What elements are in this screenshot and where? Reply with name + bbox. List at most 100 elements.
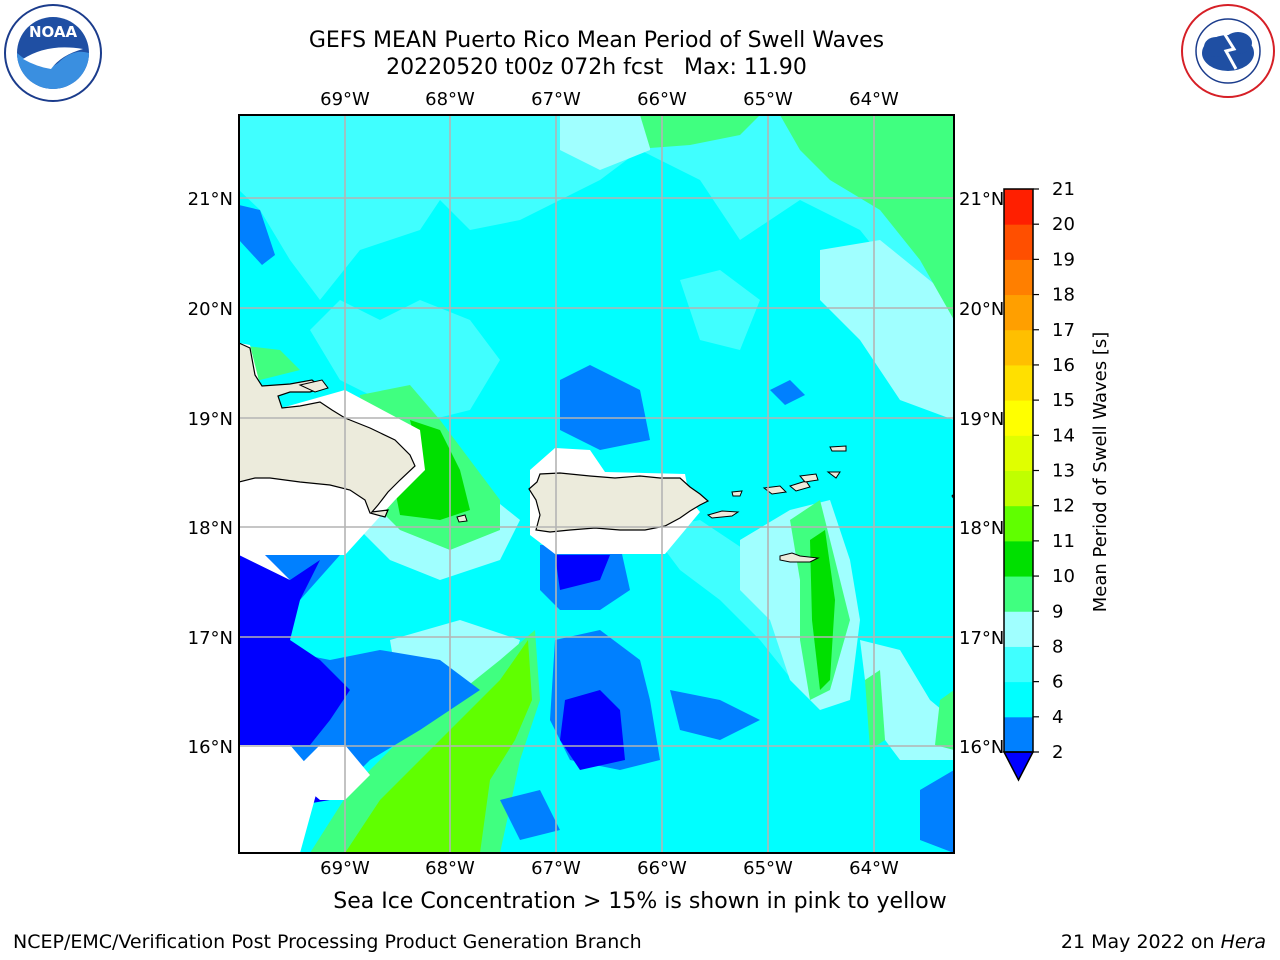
lon-label-top-68w: 68°W [425, 89, 475, 110]
lat-label-right-16n: 16°N [959, 737, 1004, 758]
field-6-8-mid [680, 270, 760, 350]
colorbar-segment [1004, 294, 1033, 331]
land-anegada [829, 445, 847, 452]
lat-label-left-17n: 17°N [188, 628, 233, 649]
colorbar-tick-label: 14 [1052, 425, 1075, 446]
colorbar-tick-label: 6 [1052, 672, 1063, 693]
noaa-logo-icon: NOAA [4, 4, 102, 102]
field-2-4-patch [770, 380, 805, 405]
colorbar-segment [1004, 400, 1033, 436]
field-9-10-east-edge [935, 690, 954, 750]
colorbar-segment [1004, 364, 1033, 401]
field-lt2-pr-south [555, 555, 610, 590]
land-st-croix [779, 552, 820, 563]
field-8-9-northeast [820, 240, 954, 420]
field-2-4-se [920, 770, 954, 853]
lat-label-right-20n: 20°N [959, 299, 1004, 320]
field-2-4-mid-south [670, 690, 760, 740]
field-10-11-mona [395, 420, 470, 520]
lat-label-right-18n: 18°N [959, 518, 1004, 539]
lat-label-left-20n: 20°N [188, 299, 233, 320]
colorbar-label: Mean Period of Swell Waves [s] [1090, 332, 1111, 613]
colorbar-tick-label: 8 [1052, 636, 1063, 657]
colorbar-segment [1004, 189, 1033, 225]
title-line-1: GEFS MEAN Puerto Rico Mean Period of Swe… [308, 28, 885, 53]
colorbar-tick-label: 17 [1052, 320, 1075, 341]
colorbar-tick-label: 18 [1052, 285, 1075, 306]
field-9-10-se-strip [865, 670, 885, 750]
lat-label-left-16n: 16°N [188, 737, 233, 758]
field-8-9-north [560, 115, 650, 170]
field-10-11-virgin [810, 530, 835, 690]
lon-label-top-67w: 67°W [531, 89, 581, 110]
land-tortuga [298, 379, 329, 393]
lon-labels-top: 69°W 68°W 67°W 66°W 65°W 64°W [320, 89, 899, 110]
mask-southwest-2 [290, 745, 370, 800]
land-st-thomas [762, 485, 788, 495]
lon-label-top-69w: 69°W [320, 89, 370, 110]
lat-label-right-19n: 19°N [959, 409, 1004, 430]
colorbar-segment [1004, 576, 1033, 612]
field-2-4-s-patch [500, 790, 560, 840]
swell-period-field [239, 115, 954, 853]
field-lt2-south-central [560, 690, 625, 770]
field-6-8-west [310, 300, 500, 420]
colorbar-segment [1004, 716, 1033, 753]
colorbar-segment [1004, 646, 1033, 683]
lon-label-top-64w: 64°W [849, 89, 899, 110]
lon-label-bottom-64w: 64°W [849, 858, 899, 879]
land-puerto-rico [528, 472, 710, 533]
colorbar-tick-label: 11 [1052, 531, 1075, 552]
nws-logo-icon [1181, 4, 1275, 98]
colorbar-tick-label: 2 [1052, 742, 1063, 763]
lat-label-right-17n: 17°N [959, 628, 1004, 649]
colorbar-segment [1004, 611, 1033, 647]
lat-label-right-21n: 21°N [959, 189, 1004, 210]
noaa-logo-text: NOAA [29, 23, 78, 41]
colorbar-segment [1004, 329, 1033, 366]
colorbar-segment [1004, 259, 1033, 296]
colorbar-segment [1004, 470, 1033, 507]
colorbar-tick-label: 4 [1052, 707, 1063, 728]
land-culebra [731, 490, 743, 497]
field-9-10-northeast [780, 115, 954, 320]
land-vieques [706, 510, 740, 519]
footer-date: 21 May 2022 on Hera [1061, 931, 1266, 953]
land-tortola [799, 473, 819, 483]
colorbar-tick-label: 10 [1052, 566, 1075, 587]
land-mona [456, 514, 468, 523]
colorbar: 2 4 6 8 9 10 11 12 13 14 15 16 17 18 19 20 21 [1002, 179, 1075, 782]
lon-label-bottom-66w: 66°W [637, 858, 687, 879]
title-line-2: 20220520 t00z 072h fcst Max: 11.90 [386, 55, 807, 80]
lon-labels-bottom: 69°W 68°W 67°W 66°W 65°W 64°W [320, 858, 899, 879]
land-virgin-gorda [826, 471, 841, 479]
colorbar-tick-label: 20 [1052, 214, 1075, 235]
lon-label-bottom-68w: 68°W [425, 858, 475, 879]
land-st-john [788, 480, 811, 492]
map-frame [238, 114, 955, 854]
field-2-4-nw [239, 205, 275, 265]
colorbar-segment [1004, 681, 1033, 718]
lon-label-bottom-67w: 67°W [531, 858, 581, 879]
colorbar-segment [1004, 224, 1033, 260]
colorbar-tick-label: 21 [1052, 179, 1075, 200]
field-9-10-north [640, 115, 760, 148]
lon-label-bottom-69w: 69°W [320, 858, 370, 879]
lon-label-bottom-65w: 65°W [743, 858, 793, 879]
graticule [239, 115, 954, 853]
colorbar-segment [1004, 505, 1033, 542]
footer-host: Hera [1220, 931, 1266, 953]
field-6-8-north [239, 115, 954, 330]
colorbar-segment [1004, 540, 1033, 577]
colorbar-tick-label: 12 [1052, 496, 1075, 517]
footer-date-text: 21 May 2022 on [1060, 931, 1221, 953]
colorbar-tick-label: 9 [1052, 601, 1063, 622]
sea-ice-caption: Sea Ice Concentration > 15% is shown in … [333, 889, 947, 914]
lat-label-left-18n: 18°N [188, 518, 233, 539]
lon-label-top-65w: 65°W [743, 89, 793, 110]
lat-label-left-21n: 21°N [188, 189, 233, 210]
lat-labels-left: 21°N 20°N 19°N 18°N 17°N 16°N [188, 189, 233, 758]
colorbar-segment [1004, 435, 1033, 471]
colorbar-tick-label: 16 [1052, 355, 1075, 376]
colorbar-extend-triangle [1002, 751, 1035, 782]
